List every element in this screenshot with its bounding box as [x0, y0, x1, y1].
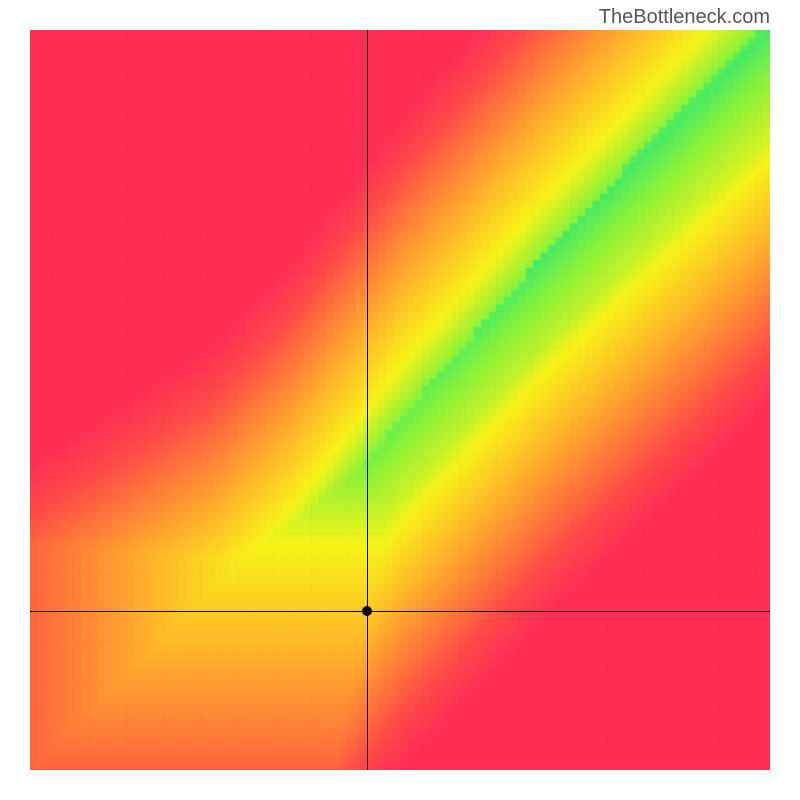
crosshair-horizontal — [30, 611, 770, 612]
crosshair-vertical — [367, 30, 368, 770]
heatmap-canvas — [30, 30, 770, 770]
bottleneck-heatmap — [30, 30, 770, 770]
watermark-text: TheBottleneck.com — [599, 6, 770, 29]
data-point-marker — [362, 606, 372, 616]
